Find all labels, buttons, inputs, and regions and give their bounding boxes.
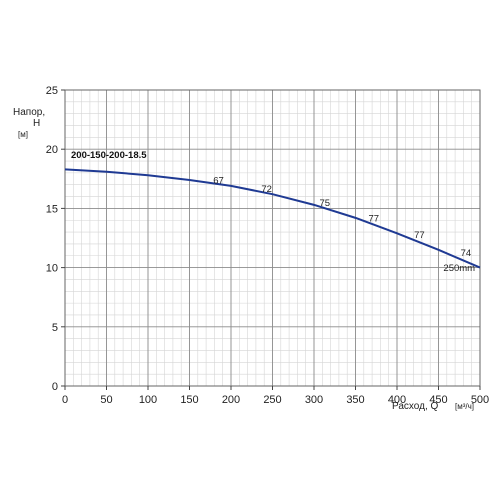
efficiency-label: 75	[320, 198, 331, 209]
x-axis-tick-label: 250	[263, 394, 281, 406]
y-axis-tick-label: 15	[46, 203, 58, 215]
x-axis-tick-label: 150	[180, 394, 198, 406]
efficiency-label: 72	[261, 184, 272, 195]
x-axis-tick-label: 100	[139, 394, 157, 406]
x-axis-title: Расход, Q	[392, 401, 439, 412]
series-label: 200-150-200-18.5	[71, 150, 147, 161]
x-axis-unit: [м³/ч]	[455, 402, 474, 411]
y-axis-title: Напор, H [м]	[13, 107, 45, 139]
x-axis-tick-label: 400	[388, 394, 406, 406]
y-axis: 0 5 10 15 20 25	[46, 85, 65, 393]
x-axis-tick-label: 300	[305, 394, 323, 406]
y-axis-tick-label: 5	[52, 322, 58, 334]
curve-size-label: 250mm	[443, 263, 475, 274]
y-axis-title-line-2: H	[33, 118, 40, 129]
y-axis-unit: [м]	[18, 130, 28, 139]
x-axis-tick-label: 50	[100, 394, 112, 406]
y-axis-tick-label: 0	[52, 381, 58, 393]
y-axis-title-line-1: Напор,	[13, 107, 45, 118]
x-axis: 0 50 100 150 200 250 300 350 400 450 500	[62, 386, 489, 406]
efficiency-label: 67	[213, 176, 224, 187]
y-axis-tick-label: 10	[46, 263, 58, 275]
x-axis-title: Расход, Q [м³/ч]	[392, 401, 474, 412]
x-axis-tick-label: 500	[471, 394, 489, 406]
x-axis-tick-label: 350	[346, 394, 364, 406]
series-line-200-150-200-18-5	[64, 168, 481, 269]
x-axis-tick-label: 200	[222, 394, 240, 406]
x-axis-tick-label: 0	[62, 394, 68, 406]
x-axis-tick-label: 450	[429, 394, 447, 406]
efficiency-label: 77	[368, 213, 379, 224]
efficiency-label: 74	[461, 248, 472, 259]
y-axis-tick-label: 25	[46, 85, 58, 97]
y-axis-tick-label: 20	[46, 144, 58, 156]
efficiency-labels: 67 72 75 77 77 74	[213, 176, 471, 259]
efficiency-label: 77	[414, 230, 425, 241]
